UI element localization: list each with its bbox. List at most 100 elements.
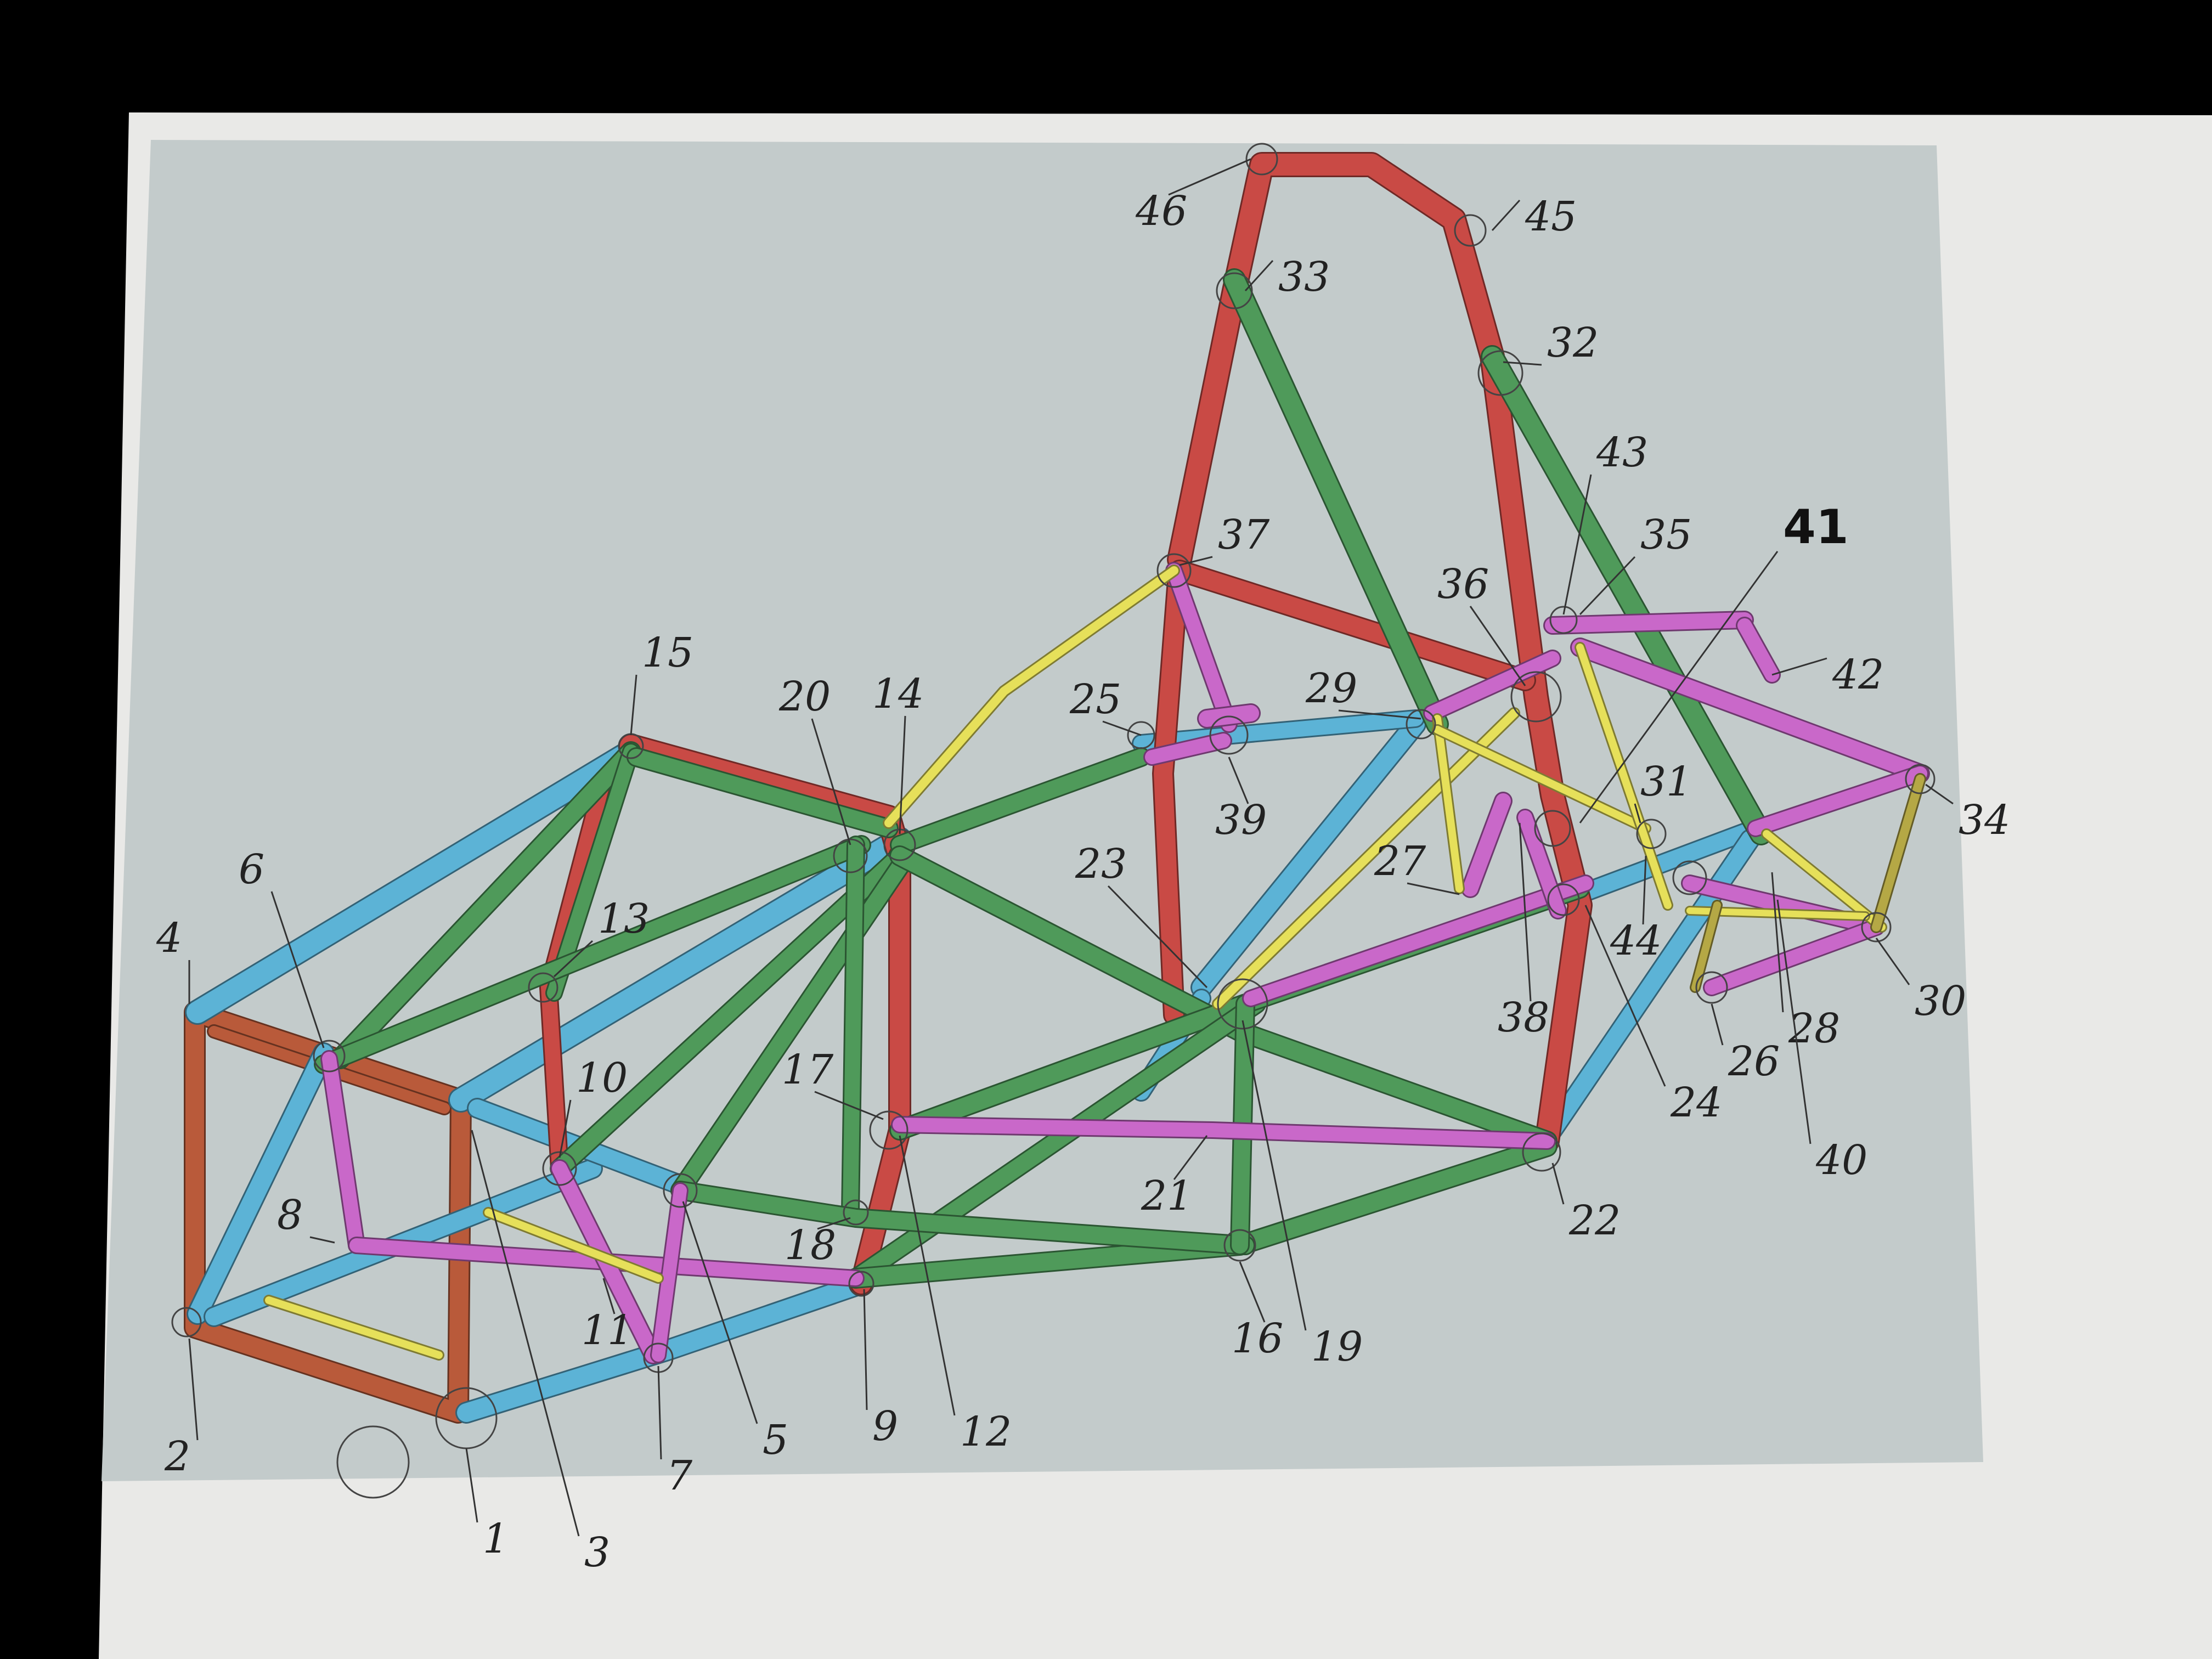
frame-member-19 <box>331 743 640 1068</box>
frame-member-1 <box>187 741 642 1023</box>
node-label-19: 19 <box>1311 1323 1363 1370</box>
node-label-27: 27 <box>1374 838 1426 885</box>
frame-member-23 <box>551 848 908 1177</box>
node-ring-29 <box>1547 883 1580 916</box>
node-ring-17 <box>1406 709 1436 740</box>
leader-line-17 <box>814 1091 884 1120</box>
frame-member-57 <box>1434 726 1650 832</box>
leader-line-44 <box>1642 855 1647 925</box>
frame-member-31 <box>672 1182 1254 1254</box>
node-label-8: 8 <box>277 1192 303 1239</box>
leader-line-3 <box>471 1130 580 1537</box>
frame-member-20 <box>547 744 638 1000</box>
node-label-35: 35 <box>1640 511 1692 558</box>
leader-line-18 <box>817 1217 851 1230</box>
frame-member-9 <box>1572 820 1764 902</box>
leader-line-5 <box>682 1201 758 1424</box>
node-label-40: 40 <box>1815 1137 1867 1184</box>
node-ring-3 <box>313 1040 346 1073</box>
node-label-33: 33 <box>1278 253 1330 301</box>
leader-line-13 <box>553 940 594 978</box>
node-label-21: 21 <box>1141 1172 1193 1220</box>
frame-member-49 <box>1748 766 1927 836</box>
node-ring-13 <box>843 1199 869 1226</box>
node-ring-10 <box>1127 721 1155 749</box>
node-ring-7 <box>869 1110 909 1150</box>
leader-line-22 <box>1551 1163 1565 1205</box>
frame-member-48 <box>1572 639 1928 782</box>
frame-member-59 <box>484 1209 662 1282</box>
node-ring-28 <box>1636 819 1667 849</box>
leader-line-33 <box>1244 259 1274 292</box>
node-ring-21 <box>1454 214 1487 247</box>
frame-member-18 <box>1170 561 1534 690</box>
frame-member-22 <box>315 837 870 1073</box>
render-background <box>101 140 1983 1481</box>
leader-line-16 <box>1239 1261 1266 1323</box>
node-label-45: 45 <box>1525 193 1577 240</box>
leader-line-12 <box>899 1135 956 1416</box>
frame-member-55 <box>1214 709 1519 1008</box>
node-ring-11 <box>1209 715 1249 755</box>
node-ring-2 <box>171 1307 202 1338</box>
leader-line-34 <box>1925 783 1954 805</box>
node-ring-26 <box>1861 912 1892 943</box>
leader-line-27 <box>1407 882 1460 895</box>
frame-member-26 <box>891 749 1149 853</box>
frame-member-47 <box>1737 618 1779 682</box>
node-label-12: 12 <box>960 1408 1012 1455</box>
node-ring-23 <box>1510 671 1562 723</box>
frame-member-34 <box>1224 270 1447 734</box>
leader-line-10 <box>558 1099 572 1158</box>
leader-line-21 <box>1173 1135 1208 1180</box>
leader-line-36 <box>1469 606 1526 686</box>
node-ring-27 <box>1695 971 1728 1004</box>
frame-member-52 <box>1463 793 1511 896</box>
frame-member-45 <box>1425 651 1560 720</box>
node-label-25: 25 <box>1069 676 1121 723</box>
node-ring-20 <box>1245 143 1278 176</box>
leader-line-19 <box>1242 1020 1307 1331</box>
node-ring-5 <box>1522 1132 1561 1172</box>
leader-line-31 <box>1634 803 1641 823</box>
frame-member-39 <box>652 1184 687 1362</box>
node-label-43: 43 <box>1596 429 1648 476</box>
leader-line-46 <box>1168 158 1251 196</box>
frame-member-21 <box>628 749 897 837</box>
leader-line-38 <box>1519 822 1532 1002</box>
node-label-18: 18 <box>785 1222 836 1269</box>
node-label-1: 1 <box>483 1515 509 1562</box>
node-label-6: 6 <box>239 846 264 893</box>
frame-member-53 <box>1518 810 1565 918</box>
frame-member-44 <box>1244 876 1593 1006</box>
frame-member-11 <box>1133 711 1423 751</box>
leader-line-26 <box>1711 1003 1724 1046</box>
frame-member-35 <box>1482 347 1771 844</box>
node-label-22: 22 <box>1568 1197 1621 1244</box>
leader-line-2 <box>188 1338 199 1441</box>
frame-member-54 <box>884 566 1178 827</box>
leader-line-37 <box>1179 556 1213 566</box>
node-label-16: 16 <box>1232 1315 1283 1362</box>
node-label-32: 32 <box>1547 319 1599 366</box>
node-label-4: 4 <box>156 915 182 962</box>
node-label-23: 23 <box>1075 840 1127 888</box>
node-label-42: 42 <box>1832 651 1884 698</box>
node-ring-9 <box>1217 978 1268 1030</box>
node-label-14: 14 <box>872 670 924 718</box>
node-ring-24 <box>1549 606 1578 634</box>
node-label-29: 29 <box>1305 665 1357 712</box>
frame-member-36 <box>322 1052 364 1252</box>
node-ring-12 <box>848 1271 874 1297</box>
node-ring-30 <box>1672 860 1707 895</box>
frame-member-16 <box>1154 550 1189 1024</box>
leader-line-28 <box>1771 872 1784 1013</box>
leader-line-24 <box>1584 905 1666 1087</box>
node-label-41: 41 <box>1783 500 1849 555</box>
frame-member-17 <box>1169 154 1591 1152</box>
node-label-34: 34 <box>1959 797 2010 844</box>
leader-line-14 <box>899 715 906 834</box>
frame-member-15 <box>541 980 567 1176</box>
leader-line-35 <box>1579 556 1636 616</box>
